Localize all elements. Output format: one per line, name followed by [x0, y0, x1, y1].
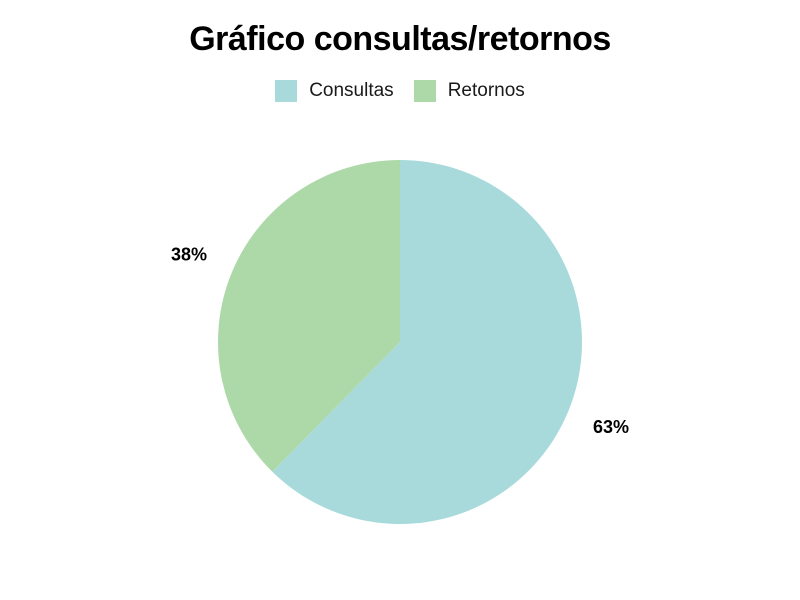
legend-item-retornos[interactable]: Retornos [413, 80, 525, 102]
slice-label-retornos: 38% [171, 244, 207, 264]
legend-item-consultas[interactable]: Consultas [275, 80, 394, 102]
pie-slice-consultas[interactable] [272, 160, 582, 524]
pie-slice-retornos[interactable] [217, 160, 400, 472]
legend-swatch-consultas [275, 80, 298, 102]
slice-label-consultas: 63% [593, 417, 629, 437]
chart-title: Gráfico consultas/retornos [189, 20, 611, 58]
legend-label-retornos: Retornos [447, 80, 525, 101]
legend-label-consultas: Consultas [309, 80, 394, 101]
legend: Consultas Retornos [0, 80, 800, 102]
legend-swatch-retornos [413, 80, 436, 102]
